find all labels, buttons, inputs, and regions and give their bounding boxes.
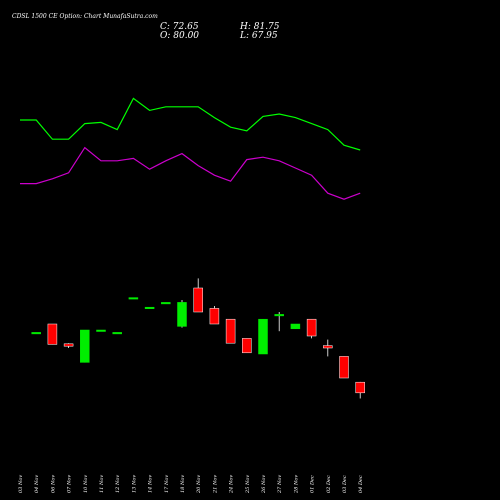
candle: [96, 329, 106, 332]
candle-body: [258, 318, 268, 355]
x-tick-label: 07 Nov: [67, 475, 73, 493]
x-tick-label: 12 Nov: [115, 475, 121, 493]
candle: [112, 332, 122, 335]
candle: [47, 323, 58, 345]
candle-body: [128, 297, 139, 300]
candle-body: [112, 332, 122, 335]
x-tick-label: 20 Nov: [196, 475, 202, 494]
x-tick-label: 27 Nov: [277, 475, 283, 494]
candle: [339, 356, 349, 379]
close-value: C: 72.65: [160, 22, 199, 32]
x-tick-label: 25 Nov: [245, 475, 251, 494]
x-tick-label: 18 Nov: [180, 475, 186, 493]
x-tick-label: 28 Nov: [293, 475, 299, 494]
candle: [290, 323, 301, 330]
candle: [31, 332, 41, 335]
candle: [128, 297, 139, 300]
low-value: L: 67.95: [239, 31, 278, 41]
candle-body: [225, 318, 236, 344]
candle-body: [290, 323, 301, 330]
x-tick-label: 04 Nov: [34, 475, 40, 493]
candle: [242, 338, 252, 354]
candle: [225, 318, 236, 344]
candle-body: [306, 318, 317, 337]
candles-layer: [31, 278, 365, 399]
candle-body: [209, 308, 220, 325]
candle: [144, 306, 155, 309]
x-tick-label: 03 Dec: [342, 475, 348, 493]
candle-body: [31, 332, 41, 335]
candle: [80, 329, 90, 363]
x-tick-label: 21 Nov: [212, 475, 218, 494]
candle-body: [193, 287, 203, 313]
x-axis-ticks: 03 Nov 04 Nov 06 Nov 07 Nov 10 Nov 11 Nov 12 N…: [18, 475, 364, 494]
x-tick-label: 10 Nov: [83, 475, 89, 493]
x-tick-label: 14 Nov: [148, 475, 154, 493]
x-tick-label: 04 Dec: [358, 475, 364, 493]
candle-body: [144, 306, 155, 309]
candle: [193, 278, 203, 313]
candle-body: [80, 329, 90, 363]
candle: [63, 343, 74, 348]
candle-body: [177, 302, 187, 327]
x-tick-label: 03 Nov: [18, 475, 24, 493]
candle-body: [242, 338, 252, 354]
candle-body: [161, 302, 171, 305]
x-tick-label: 02 Dec: [326, 475, 332, 493]
chart-title: CDSL 1500 CE Option: Chart MunafaSutra.c…: [12, 13, 158, 20]
candle: [258, 318, 268, 355]
candle-body: [323, 345, 333, 349]
candle-body: [96, 329, 106, 332]
candle: [355, 381, 365, 399]
bands-layer: [20, 97, 361, 200]
candle-body: [47, 323, 58, 345]
candle: [323, 339, 333, 357]
x-tick-label: 26 Nov: [261, 475, 267, 494]
candle: [209, 306, 220, 325]
x-tick-label: 06 Nov: [50, 475, 56, 493]
candle-body: [355, 381, 365, 394]
high-value: H: 81.75: [239, 22, 280, 32]
x-tick-label: 24 Nov: [229, 475, 235, 494]
candle: [177, 300, 187, 328]
candle-body: [274, 314, 284, 317]
x-tick-label: 01 Dec: [310, 475, 316, 493]
open-value: O: 80.00: [160, 31, 199, 41]
lower-band-line: [20, 146, 361, 200]
x-tick-label: 13 Nov: [131, 475, 137, 493]
candle: [161, 302, 171, 305]
candle: [274, 312, 284, 332]
candle-body: [63, 343, 74, 347]
x-tick-label: 17 Nov: [164, 475, 170, 493]
candle-body: [339, 356, 349, 379]
x-tick-label: 11 Nov: [99, 475, 105, 493]
upper-band-line: [20, 97, 361, 151]
candle: [306, 318, 317, 339]
